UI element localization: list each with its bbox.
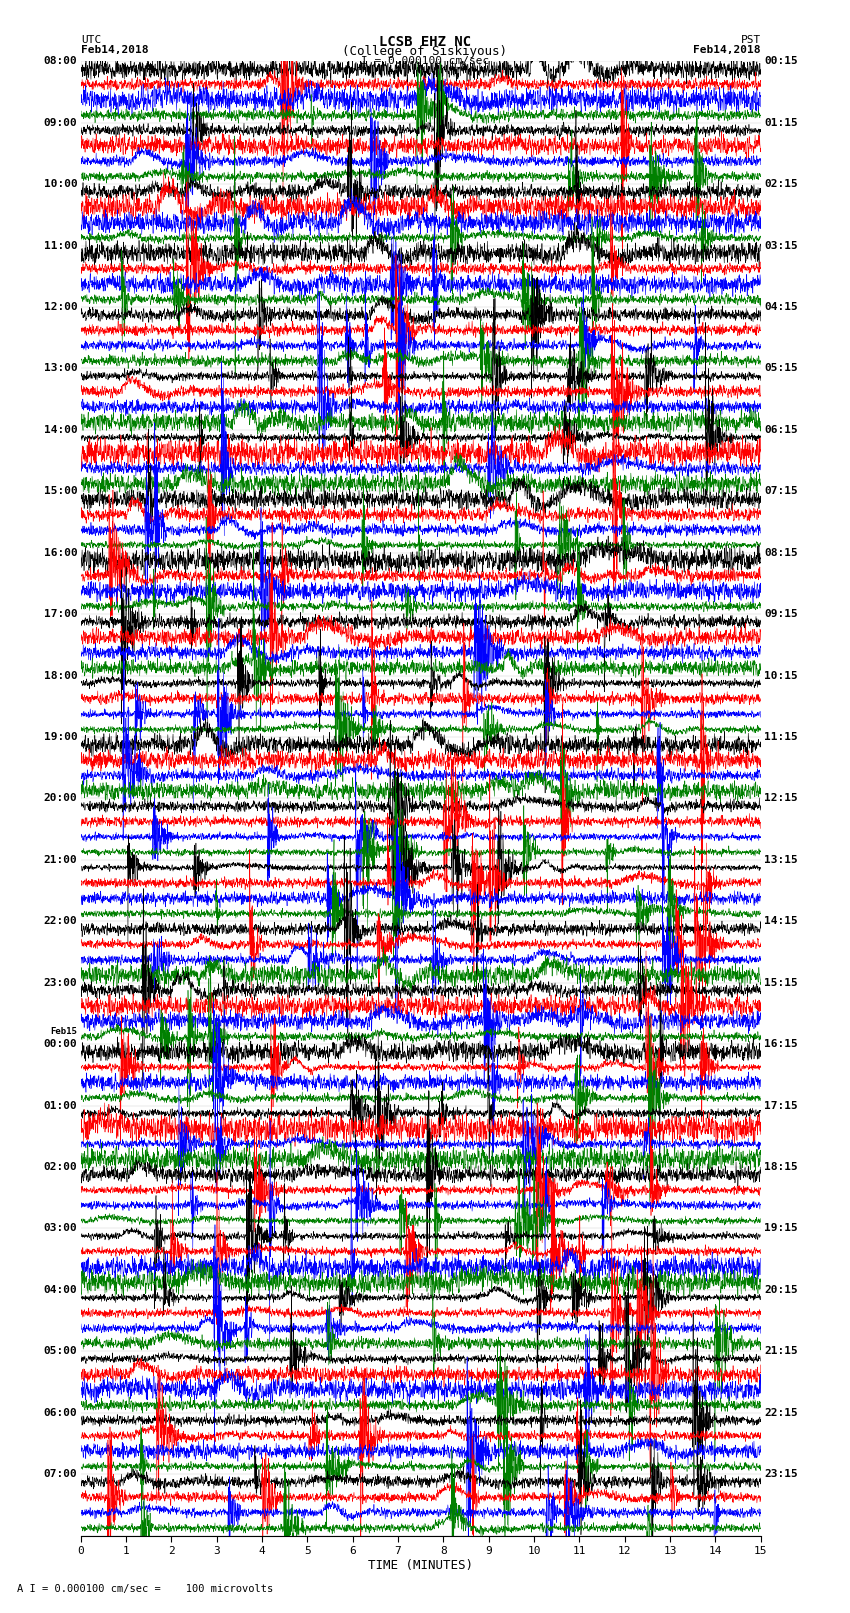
Text: 17:15: 17:15 [764,1100,798,1111]
Text: 04:15: 04:15 [764,302,798,311]
Text: Feb14,2018: Feb14,2018 [81,45,148,55]
Text: 04:00: 04:00 [43,1286,77,1295]
Text: 14:00: 14:00 [43,424,77,436]
Text: 06:00: 06:00 [43,1408,77,1418]
Text: 00:00: 00:00 [43,1039,77,1048]
Text: 18:00: 18:00 [43,671,77,681]
Text: 02:00: 02:00 [43,1161,77,1173]
Text: 00:15: 00:15 [764,56,798,66]
Text: 22:15: 22:15 [764,1408,798,1418]
Text: 03:00: 03:00 [43,1223,77,1234]
Text: 19:00: 19:00 [43,732,77,742]
Text: A I = 0.000100 cm/sec =    100 microvolts: A I = 0.000100 cm/sec = 100 microvolts [17,1584,273,1594]
Text: 16:15: 16:15 [764,1039,798,1048]
Text: 22:00: 22:00 [43,916,77,926]
Text: 02:15: 02:15 [764,179,798,189]
Text: 14:15: 14:15 [764,916,798,926]
Text: 20:00: 20:00 [43,794,77,803]
Text: 20:15: 20:15 [764,1286,798,1295]
Text: 06:15: 06:15 [764,424,798,436]
Text: Feb14,2018: Feb14,2018 [694,45,761,55]
Text: LCSB EHZ NC: LCSB EHZ NC [379,35,471,48]
Text: 16:00: 16:00 [43,548,77,558]
Text: 13:00: 13:00 [43,363,77,374]
X-axis label: TIME (MINUTES): TIME (MINUTES) [368,1558,473,1571]
Text: PST: PST [740,35,761,45]
Text: 23:00: 23:00 [43,977,77,987]
Text: 03:15: 03:15 [764,240,798,250]
Text: 07:00: 07:00 [43,1469,77,1479]
Text: 01:15: 01:15 [764,118,798,127]
Text: 15:00: 15:00 [43,486,77,497]
Text: 11:00: 11:00 [43,240,77,250]
Text: 07:15: 07:15 [764,486,798,497]
Text: 05:00: 05:00 [43,1347,77,1357]
Text: 13:15: 13:15 [764,855,798,865]
Text: I = 0.000100 cm/sec: I = 0.000100 cm/sec [361,56,489,66]
Text: 08:00: 08:00 [43,56,77,66]
Text: 19:15: 19:15 [764,1223,798,1234]
Text: 10:00: 10:00 [43,179,77,189]
Text: 01:00: 01:00 [43,1100,77,1111]
Text: 12:15: 12:15 [764,794,798,803]
Text: Feb15: Feb15 [50,1027,77,1037]
Text: 15:15: 15:15 [764,977,798,987]
Text: 09:15: 09:15 [764,610,798,619]
Text: 05:15: 05:15 [764,363,798,374]
Text: 18:15: 18:15 [764,1161,798,1173]
Text: 11:15: 11:15 [764,732,798,742]
Text: (College of Siskiyous): (College of Siskiyous) [343,45,507,58]
Text: UTC: UTC [81,35,101,45]
Text: 23:15: 23:15 [764,1469,798,1479]
Text: 08:15: 08:15 [764,548,798,558]
Text: 12:00: 12:00 [43,302,77,311]
Text: 10:15: 10:15 [764,671,798,681]
Text: 09:00: 09:00 [43,118,77,127]
Text: 21:00: 21:00 [43,855,77,865]
Text: 21:15: 21:15 [764,1347,798,1357]
Text: 17:00: 17:00 [43,610,77,619]
